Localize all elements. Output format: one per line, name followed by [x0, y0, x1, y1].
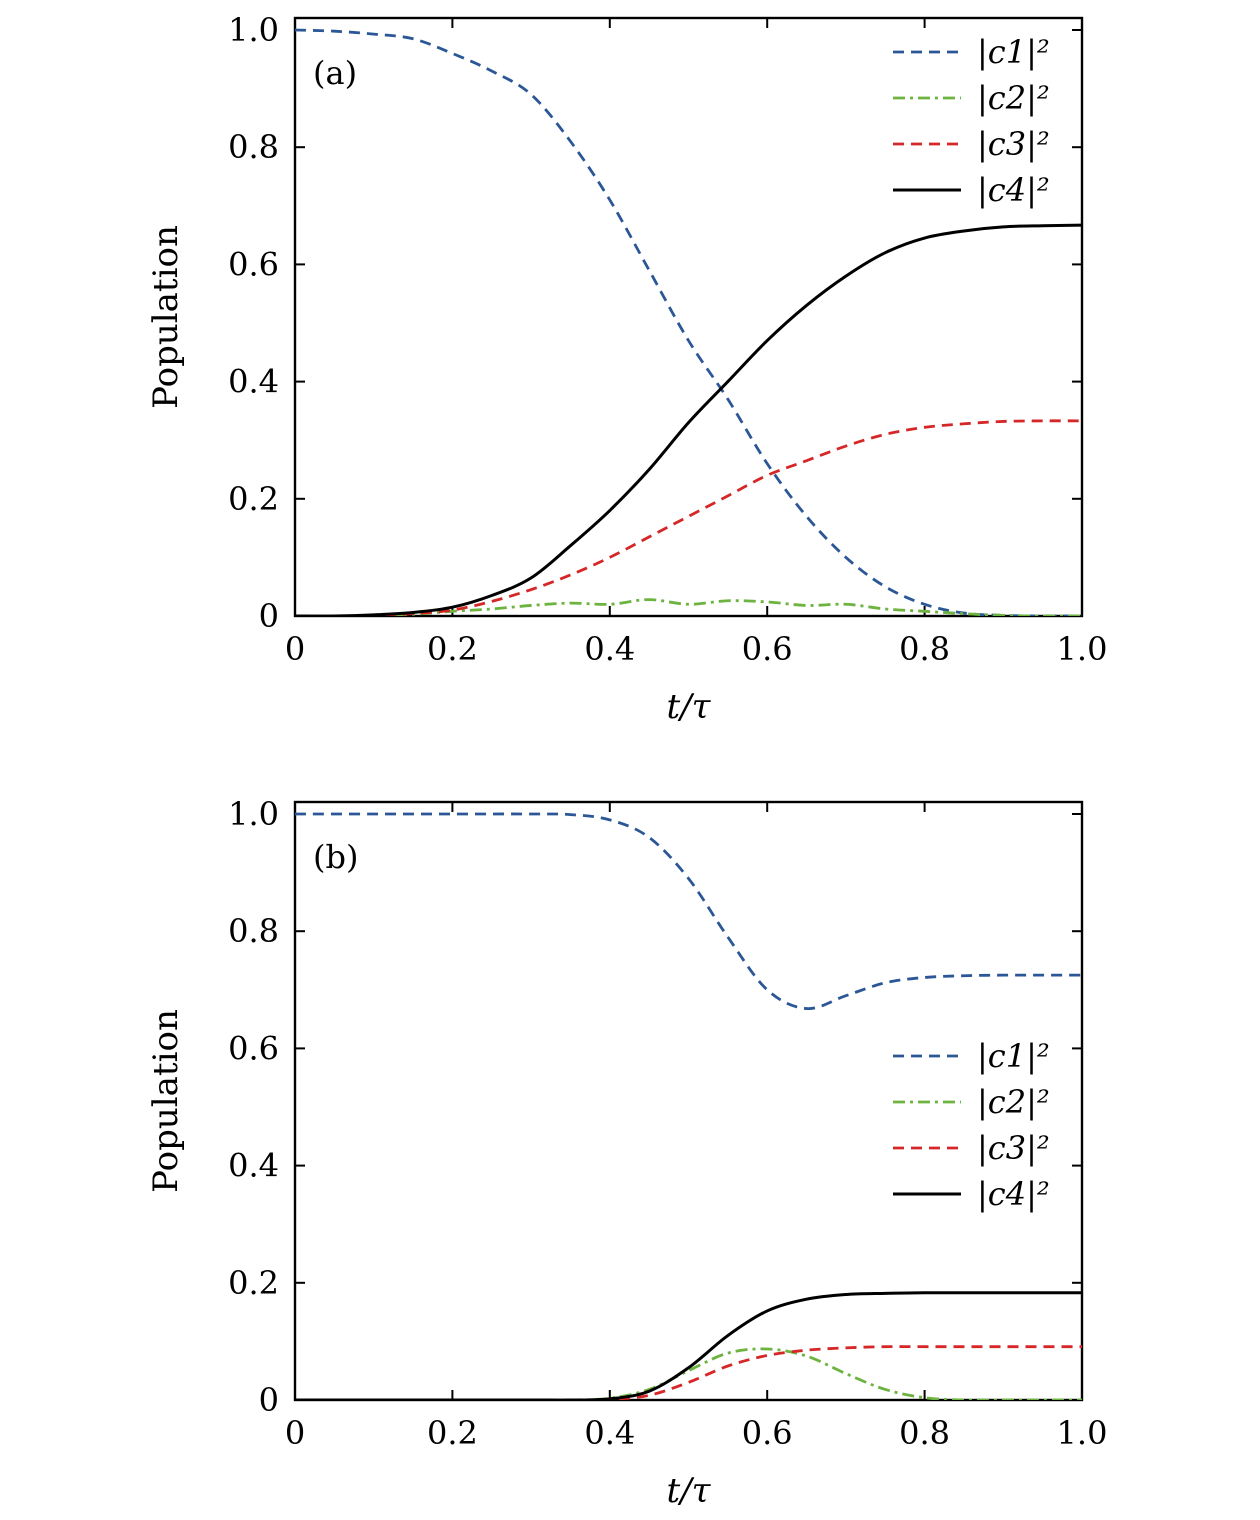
legend-label-2: |c2|²: [977, 79, 1050, 117]
series-line-2: [295, 1347, 1082, 1400]
x-tick-label: 0.8: [899, 1414, 950, 1452]
panel-tag: (b): [313, 838, 358, 876]
y-tick-label: 0.8: [228, 128, 279, 166]
x-tick-label: 0.6: [742, 1414, 793, 1452]
y-axis-label: Population: [146, 1009, 186, 1193]
plot-frame-b: [293, 800, 1084, 1402]
y-tick-label: 1.0: [228, 795, 279, 833]
series-line-1: [295, 28, 1082, 616]
x-tick-label: 1.0: [1057, 630, 1108, 668]
legend-label-4: |c4|²: [977, 171, 1050, 209]
legend-label-3: |c3|²: [977, 125, 1050, 163]
y-tick-label: 0.4: [228, 1147, 279, 1185]
x-tick-label: 0.2: [427, 1414, 478, 1452]
panel-tag: (a): [313, 54, 357, 92]
x-tick-label: 0: [285, 630, 305, 668]
y-tick-label: 0.6: [228, 245, 279, 283]
y-tick-label: 0.2: [228, 480, 279, 518]
x-tick-label: 0.6: [742, 630, 793, 668]
x-axis-label: t/τ: [667, 687, 712, 727]
legend-label-3: |c3|²: [977, 1129, 1050, 1167]
legend-label-2: |c2|²: [977, 1083, 1050, 1121]
x-axis-label: t/τ: [667, 1471, 712, 1511]
y-tick-label: 0: [259, 597, 279, 635]
series-line-3: [295, 1345, 1082, 1400]
panel-a: 0 0.2 0.4 0.6 0.8 1.0 0 0.2 0.4 0.6 0.8 1.0 t/τ Popul…: [146, 11, 1107, 727]
x-tick-label: 0.2: [427, 630, 478, 668]
legend-label-1: |c1|²: [977, 1037, 1050, 1075]
series-line-3: [295, 419, 1082, 616]
y-tick-label: 0.4: [228, 363, 279, 401]
y-tick-label: 0.8: [228, 912, 279, 950]
y-tick-label: 0: [259, 1381, 279, 1419]
legend-label-1: |c1|²: [977, 33, 1050, 71]
y-tick-label: 0.2: [228, 1264, 279, 1302]
series-line-4: [295, 223, 1082, 616]
legend-label-4: |c4|²: [977, 1175, 1050, 1213]
y-axis-label: Population: [146, 225, 186, 409]
x-tick-label: 0.4: [584, 1414, 635, 1452]
plot-frame-a: [293, 16, 1084, 618]
series-line-1: [295, 812, 1082, 1010]
x-tick-label: 0.8: [899, 630, 950, 668]
x-tick-label: 1.0: [1057, 1414, 1108, 1452]
x-tick-label: 0.4: [584, 630, 635, 668]
y-tick-label: 1.0: [228, 11, 279, 49]
x-tick-label: 0: [285, 1414, 305, 1452]
y-tick-label: 0.6: [228, 1029, 279, 1067]
series-line-4: [295, 1291, 1082, 1400]
panel-b: 0 0.2 0.4 0.6 0.8 1.0 0 0.2 0.4 0.6 0.8 1.0 t/τ Popul…: [146, 795, 1107, 1511]
